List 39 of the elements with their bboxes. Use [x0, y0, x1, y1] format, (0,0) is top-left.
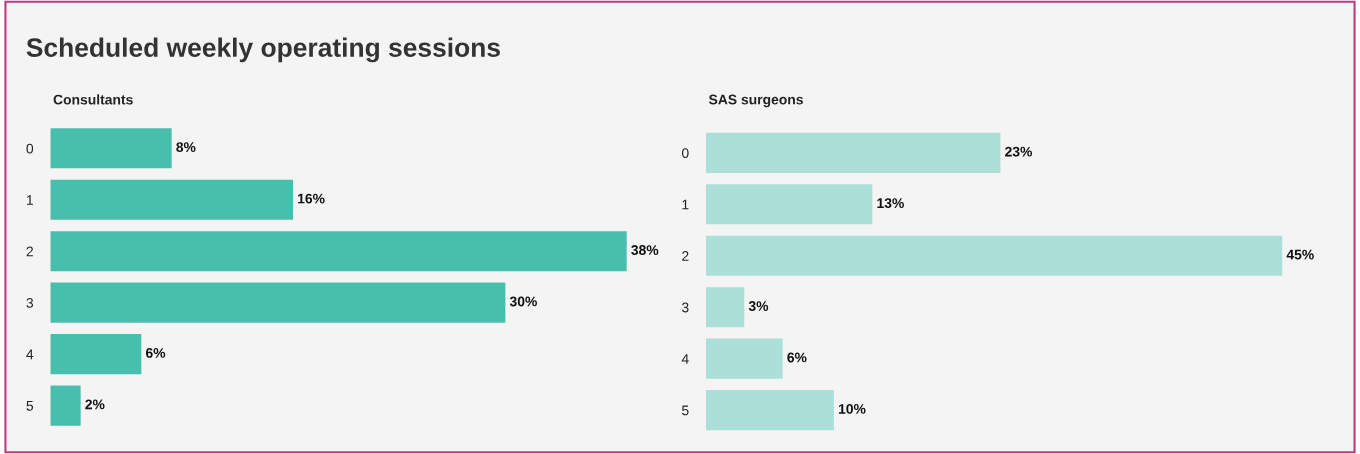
- bar: [50, 282, 506, 323]
- bar: [50, 128, 172, 169]
- data-label: 8%: [176, 142, 196, 153]
- bar: [705, 235, 1283, 276]
- chart-subtitle: SAS surgeons: [708, 94, 803, 108]
- data-label: 16%: [298, 193, 325, 204]
- data-label: 13%: [877, 198, 904, 209]
- data-label: 38%: [631, 245, 659, 255]
- y-tick-label: 2: [682, 251, 689, 261]
- bar: [705, 132, 1001, 173]
- data-label: 3%: [748, 301, 769, 311]
- data-label: 6%: [146, 348, 166, 358]
- data-label: 30%: [509, 296, 537, 307]
- bar: [50, 179, 294, 220]
- data-label: 6%: [787, 352, 807, 363]
- y-tick-label: 4: [681, 354, 689, 364]
- bar: [50, 231, 627, 272]
- y-tick-label: 0: [681, 148, 689, 159]
- y-tick-label: 2: [26, 246, 33, 257]
- y-tick-label: 3: [26, 298, 34, 308]
- y-tick-label: 5: [26, 401, 34, 411]
- data-label: 45%: [1286, 249, 1314, 260]
- y-tick-label: 5: [682, 405, 689, 416]
- data-label: 10%: [838, 404, 866, 414]
- chart-subtitle: Consultants: [53, 94, 133, 105]
- bar: [705, 184, 873, 225]
- bar: [705, 338, 783, 379]
- bar: [50, 334, 142, 375]
- chart-title: Scheduled weekly operating sessions: [26, 37, 500, 63]
- bar: [705, 390, 834, 431]
- y-tick-label: 1: [26, 195, 33, 205]
- data-label: 2%: [85, 399, 105, 410]
- y-tick-label: 1: [682, 199, 689, 210]
- bar: [705, 287, 745, 328]
- data-label: 23%: [1005, 146, 1033, 157]
- y-tick-label: 3: [681, 302, 689, 313]
- bar: [50, 385, 81, 426]
- y-tick-label: 0: [26, 143, 34, 154]
- y-tick-label: 4: [26, 349, 34, 360]
